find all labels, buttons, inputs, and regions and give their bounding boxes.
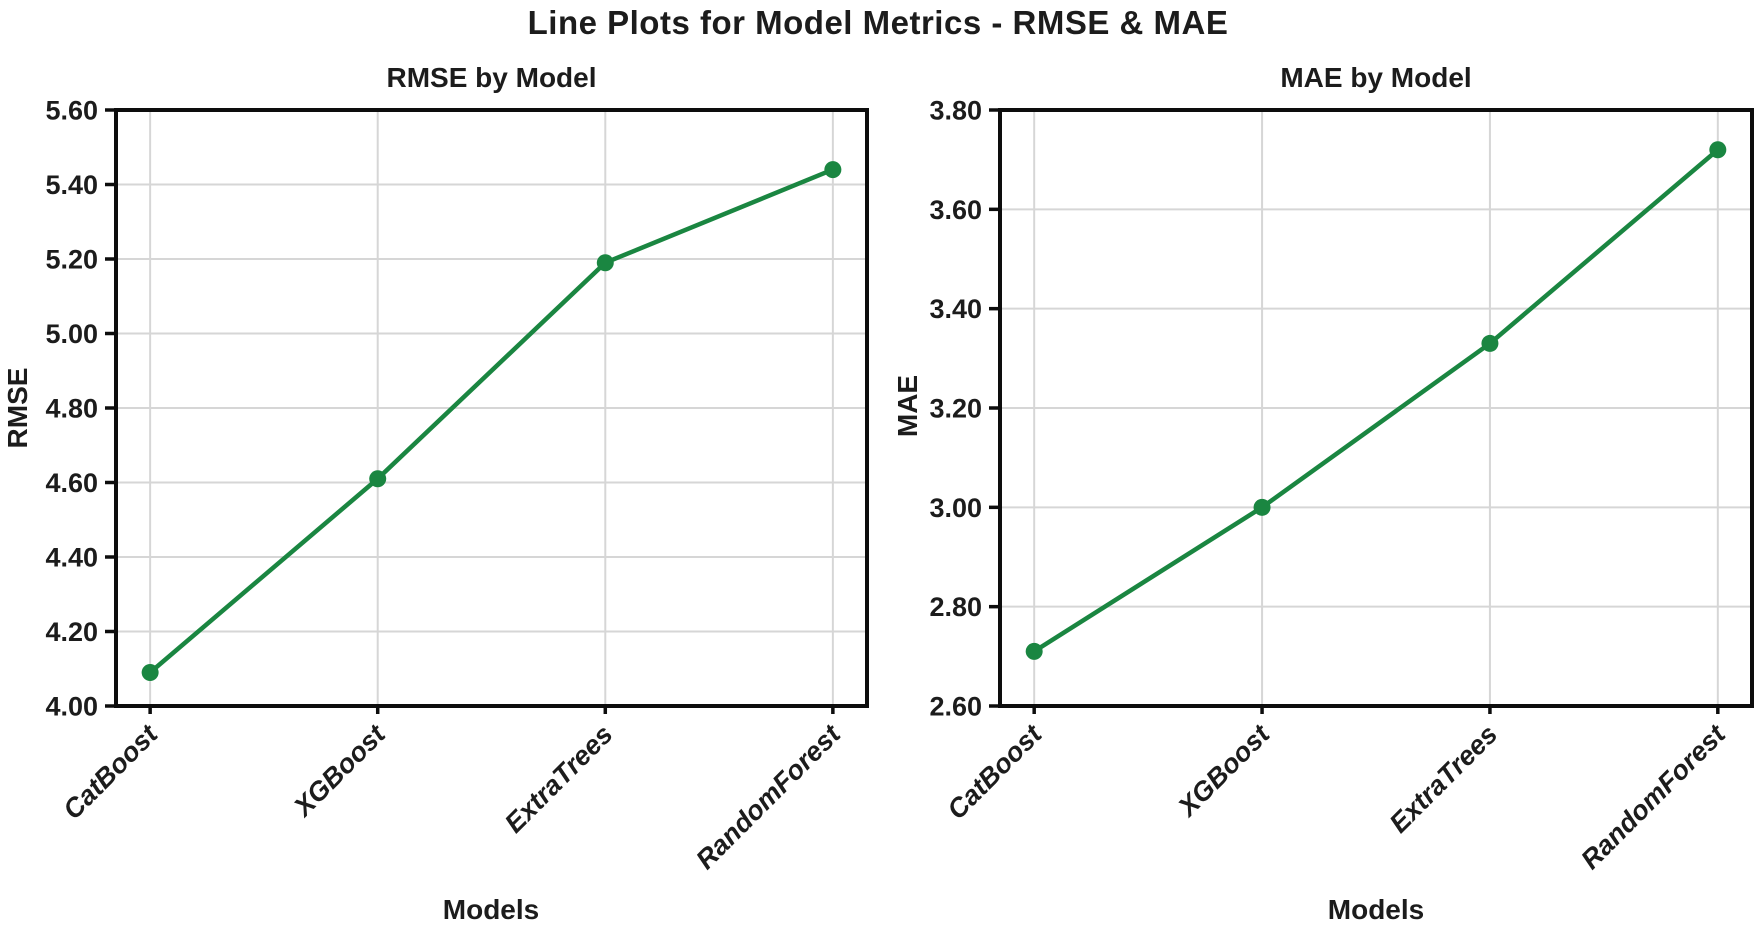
rmse-x-axis-label: Models — [442, 894, 540, 925]
data-point-marker — [141, 663, 159, 681]
svg-text:4.00: 4.00 — [45, 691, 98, 721]
svg-text:5.60: 5.60 — [45, 95, 98, 125]
svg-text:3.00: 3.00 — [929, 493, 982, 523]
svg-text:RandomForest: RandomForest — [1575, 718, 1732, 875]
subplot-rmse-title: RMSE by Model — [386, 62, 597, 93]
subplot-rmse: 4.00 4.20 4.40 4.60 4.80 5.00 5.20 5.40 5.60 CatB… — [2, 62, 869, 925]
svg-text:XGBoost: XGBoost — [1171, 718, 1276, 823]
subplot-mae-title: MAE by Model — [1280, 62, 1472, 93]
y-tick-labels: 2.60 2.80 3.00 3.20 3.40 3.60 3.80 — [929, 95, 982, 721]
svg-text:ExtraTrees: ExtraTrees — [499, 719, 619, 839]
svg-text:CatBoost: CatBoost — [941, 718, 1048, 825]
data-point-marker — [1253, 498, 1271, 516]
svg-text:4.20: 4.20 — [45, 617, 98, 647]
svg-text:3.60: 3.60 — [929, 195, 982, 225]
plot-border — [114, 108, 869, 708]
axis-tick-marks — [989, 108, 1720, 714]
data-points — [141, 161, 842, 681]
svg-text:3.40: 3.40 — [929, 294, 982, 324]
y-tick-labels: 4.00 4.20 4.40 4.60 4.80 5.00 5.20 5.40 5.60 — [45, 95, 98, 721]
svg-text:ExtraTrees: ExtraTrees — [1384, 719, 1504, 839]
data-point-marker — [1481, 334, 1499, 352]
svg-text:4.40: 4.40 — [45, 542, 98, 572]
gridlines — [116, 109, 867, 707]
svg-text:4.80: 4.80 — [45, 393, 98, 423]
svg-text:XGBoost: XGBoost — [287, 718, 392, 823]
axis-tick-marks — [105, 108, 835, 714]
data-points — [1025, 141, 1727, 660]
svg-text:5.00: 5.00 — [45, 319, 98, 349]
svg-text:4.60: 4.60 — [45, 468, 98, 498]
plot-border — [998, 108, 1754, 708]
data-point-marker — [1709, 141, 1727, 159]
data-point-marker — [824, 161, 842, 179]
data-line — [1031, 147, 1721, 654]
rmse-y-axis-label: RMSE — [2, 367, 33, 449]
svg-text:3.80: 3.80 — [929, 95, 982, 125]
svg-text:2.60: 2.60 — [929, 691, 982, 721]
x-tick-labels: CatBoost XGBoost ExtraTrees RandomForest — [57, 718, 846, 875]
svg-text:CatBoost: CatBoost — [57, 718, 164, 825]
svg-text:3.20: 3.20 — [929, 393, 982, 423]
gridlines — [1000, 109, 1752, 707]
data-point-marker — [596, 254, 614, 272]
rmse-plot-canvas: 4.00 4.20 4.40 4.60 4.80 5.00 5.20 5.40 5.60 CatB… — [45, 95, 869, 875]
mae-x-axis-label: Models — [1327, 894, 1425, 925]
data-line — [147, 167, 836, 675]
figure-title: Line Plots for Model Metrics - RMSE & MA… — [527, 4, 1229, 41]
svg-text:RandomForest: RandomForest — [690, 718, 847, 875]
svg-text:2.80: 2.80 — [929, 592, 982, 622]
svg-text:5.40: 5.40 — [45, 170, 98, 200]
data-point-marker — [1025, 642, 1043, 660]
svg-text:5.20: 5.20 — [45, 244, 98, 274]
subplot-mae: 2.60 2.80 3.00 3.20 3.40 3.60 3.80 CatBoost XGBo… — [878, 0, 1756, 938]
mae-y-axis-label: MAE — [892, 374, 923, 438]
x-tick-labels: CatBoost XGBoost ExtraTrees RandomForest — [941, 718, 1731, 875]
mae-plot-canvas: 2.60 2.80 3.00 3.20 3.40 3.60 3.80 CatBoost XGBo… — [929, 95, 1754, 875]
data-point-marker — [369, 470, 387, 488]
